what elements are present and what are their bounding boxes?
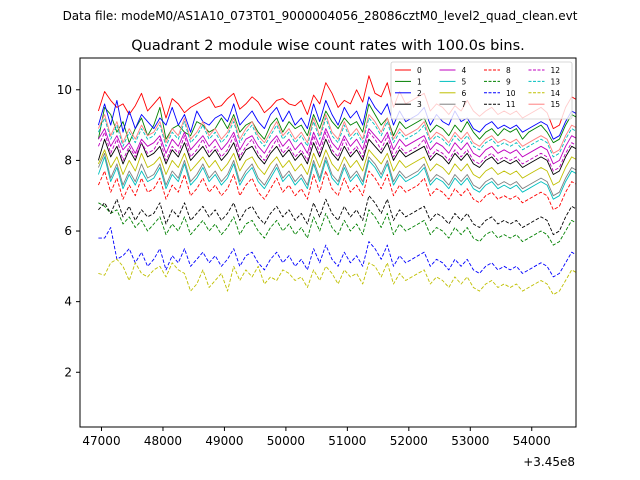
x-axis-offset-label: +3.45e8 — [523, 455, 575, 469]
legend-box — [390, 61, 573, 120]
chart-title: Quadrant 2 module wise count rates with … — [131, 38, 525, 54]
series-line-3 — [97, 138, 576, 175]
series-line-2 — [97, 96, 576, 140]
y-tick-label: 8 — [64, 153, 72, 167]
series-line-10 — [98, 227, 576, 278]
plot-frame — [79, 57, 577, 428]
legend-label-4: 4 — [462, 66, 467, 75]
x-tick-label: 47000 — [82, 434, 120, 448]
legend-label-6: 6 — [462, 89, 467, 98]
series-line-9 — [98, 202, 576, 246]
legend-label-2: 2 — [417, 89, 422, 98]
legend-label-3: 3 — [417, 100, 422, 109]
x-tick-label: 50000 — [267, 434, 305, 448]
legend-label-10: 10 — [506, 89, 516, 98]
series-line-5 — [97, 156, 576, 200]
y-tick-label: 6 — [64, 224, 72, 238]
legend-label-5: 5 — [462, 77, 467, 86]
legend-label-8: 8 — [506, 66, 511, 75]
y-tick-label: 10 — [57, 83, 72, 97]
legend-label-13: 13 — [551, 77, 561, 86]
legend-label-12: 12 — [551, 66, 561, 75]
legend-label-9: 9 — [506, 77, 511, 86]
chart-suptitle: Data file: modeM0/AS1A10_073T01_90000040… — [63, 9, 578, 23]
x-tick-label: 48000 — [144, 434, 182, 448]
x-tick-label: 54000 — [513, 434, 551, 448]
series-line-8 — [97, 170, 576, 211]
legend-label-7: 7 — [462, 100, 467, 109]
series-line-7 — [97, 152, 576, 197]
plot-series — [97, 75, 576, 296]
series-line-1 — [97, 103, 576, 144]
y-tick-label: 4 — [64, 295, 72, 309]
x-tick-label: 53000 — [451, 434, 489, 448]
series-line-4 — [98, 128, 576, 165]
y-tick-label: 2 — [64, 365, 72, 379]
series-line-15 — [97, 114, 576, 154]
x-axis: 47000 48000 49000 50000 51000 52000 53000 54000 — [82, 427, 551, 448]
series-line-14 — [98, 258, 576, 296]
x-tick-label: 49000 — [205, 434, 243, 448]
y-axis: 2 4 6 8 10 — [57, 83, 80, 379]
legend-label-14: 14 — [551, 89, 561, 98]
legend-label-11: 11 — [506, 100, 516, 109]
x-tick-label: 51000 — [328, 434, 366, 448]
legend-label-1: 1 — [417, 77, 422, 86]
series-line-6 — [97, 149, 576, 186]
legend-label-0: 0 — [417, 66, 422, 75]
x-tick-label: 52000 — [390, 434, 428, 448]
series-line-0 — [97, 75, 576, 130]
legend-label-15: 15 — [551, 100, 561, 109]
